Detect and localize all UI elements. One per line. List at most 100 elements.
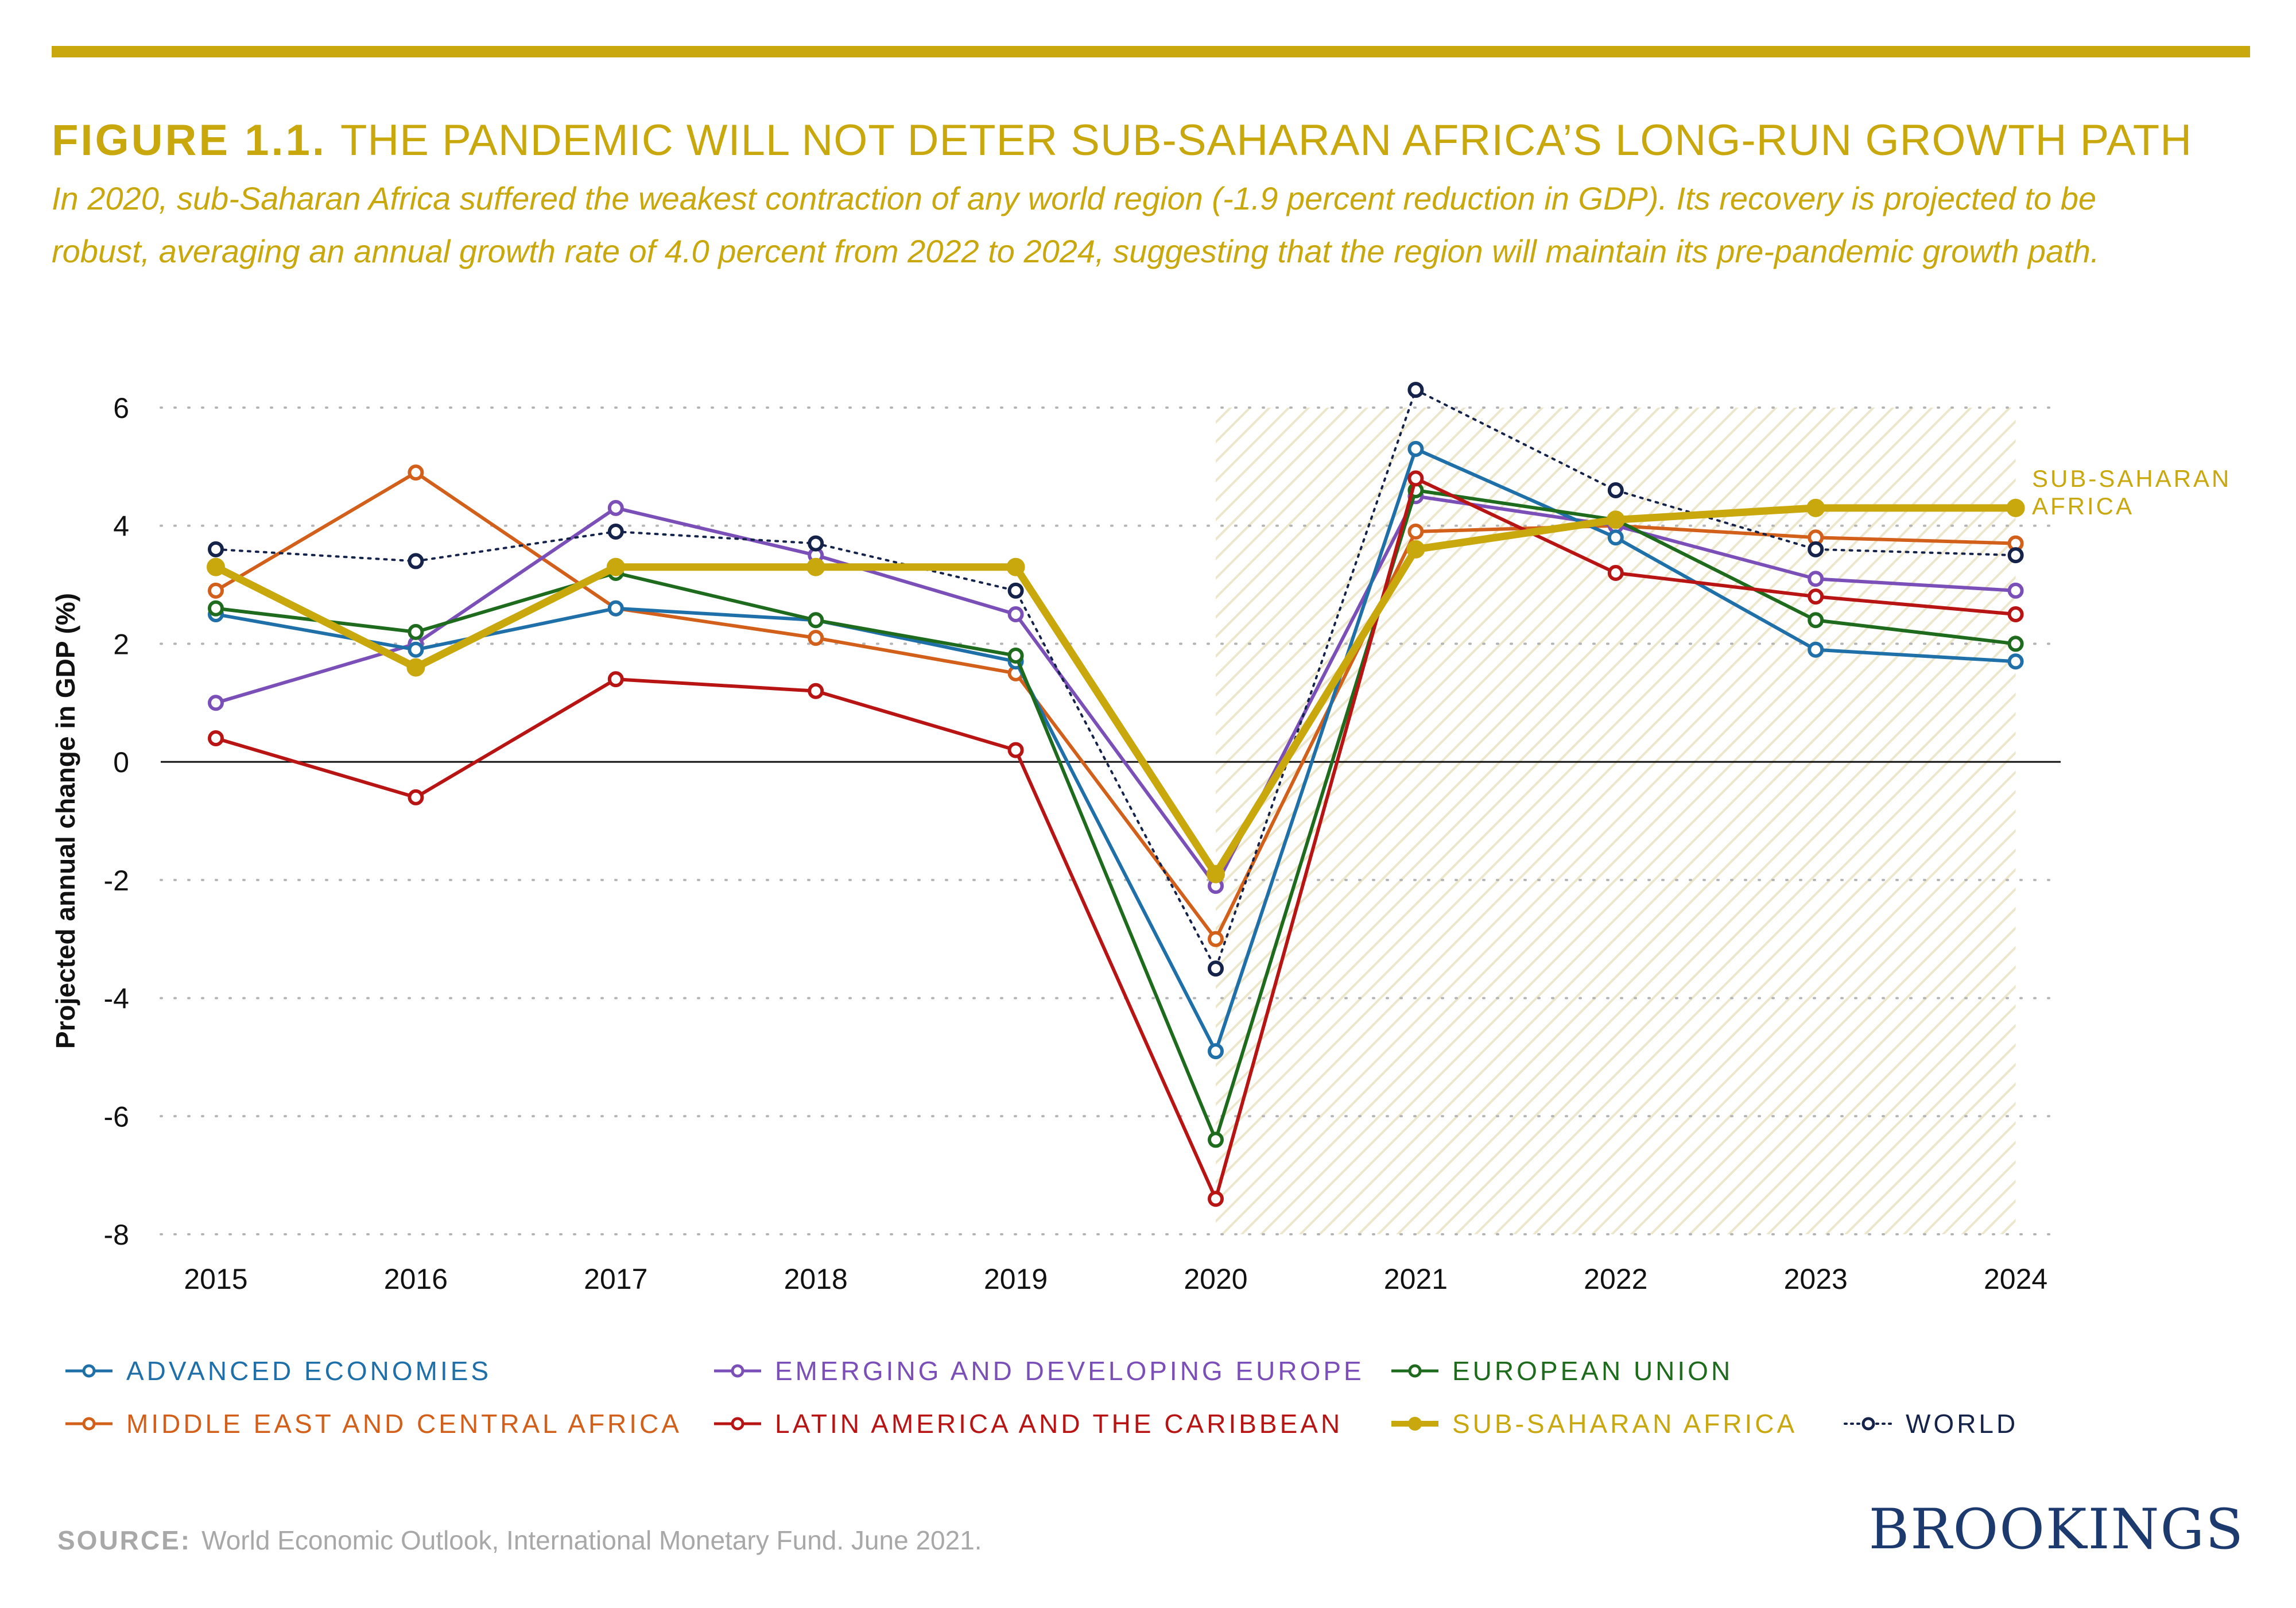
series-sub-saharan-africa: [207, 498, 2025, 884]
data-point: [1007, 742, 1024, 758]
data-point: [1406, 540, 1425, 559]
legend-item-emerging-and-developing-europe: EMERGING AND DEVELOPING EUROPE: [712, 1354, 1364, 1388]
series-line-world: [215, 389, 2017, 970]
data-point: [1407, 441, 1424, 457]
data-point: [408, 464, 424, 481]
data-point: [1208, 1043, 1224, 1060]
legend-label: MIDDLE EAST AND CENTRAL AFRICA: [126, 1409, 682, 1439]
data-point: [1808, 571, 1824, 587]
data-point: [2007, 606, 2024, 622]
legend-label: LATIN AMERICA AND THE CARIBBEAN: [775, 1409, 1343, 1439]
legend-label: EMERGING AND DEVELOPING EUROPE: [775, 1356, 1364, 1386]
data-point: [1607, 565, 1624, 581]
figure-title: FIGURE 1.1. THE PANDEMIC WILL NOT DETER S…: [52, 115, 2233, 166]
data-point: [1208, 1191, 1224, 1207]
y-tick-label: -8: [104, 1219, 129, 1251]
x-tick-label: 2023: [1784, 1263, 1848, 1295]
data-point: [1007, 582, 1024, 599]
x-tick-label: 2019: [984, 1263, 1048, 1295]
series-middle-east-and-central-africa: [208, 464, 2024, 947]
series-annotation-line1: SUB-SAHARAN: [2032, 465, 2231, 492]
series-line-advanced-economies: [215, 447, 2016, 1053]
x-tick-label: 2022: [1584, 1263, 1647, 1295]
data-point: [408, 623, 424, 640]
x-tick-label: 2016: [384, 1263, 448, 1295]
data-point: [406, 658, 425, 677]
data-point: [2007, 653, 2024, 670]
series-advanced-economies: [208, 441, 2024, 1060]
data-point: [808, 535, 824, 552]
legend-swatch: [714, 1417, 761, 1431]
data-point: [808, 630, 824, 646]
data-point: [806, 557, 825, 576]
series-world: [208, 382, 2024, 977]
series-line-european-union: [215, 489, 2016, 1142]
series-annotation-line2: AFRICA: [2032, 493, 2134, 520]
figure-subtitle: In 2020, sub-Saharan Africa suffered the…: [52, 180, 2100, 269]
y-tick-label: -2: [104, 865, 129, 897]
legend-swatch: [714, 1364, 761, 1378]
data-point: [1808, 641, 1824, 658]
data-point: [1007, 648, 1024, 664]
data-point: [1207, 865, 1225, 884]
data-point: [607, 671, 624, 688]
series-latin-america-and-the-caribbean: [208, 470, 2024, 1207]
data-point: [1208, 960, 1224, 977]
data-point: [1606, 510, 1625, 529]
data-point: [607, 499, 624, 516]
data-point: [1808, 541, 1824, 557]
figure-label: FIGURE 1.1.: [52, 116, 327, 165]
legend-item-european-union: EUROPEAN UNION: [1389, 1354, 1733, 1388]
legend-item-advanced-economies: ADVANCED ECONOMIES: [63, 1354, 491, 1388]
data-point: [1607, 529, 1624, 546]
data-point: [208, 600, 224, 617]
data-point: [408, 553, 424, 569]
x-tick-label: 2020: [1184, 1263, 1247, 1295]
data-point: [1806, 498, 1825, 517]
legend-swatch: [1391, 1417, 1438, 1431]
data-point: [1407, 382, 1424, 398]
legend-item-latin-america-and-the-caribbean: LATIN AMERICA AND THE CARIBBEAN: [712, 1406, 1343, 1441]
data-point: [2007, 547, 2024, 564]
y-tick-label: 6: [113, 392, 129, 424]
y-tick-label: -6: [104, 1101, 129, 1133]
y-tick-label: -4: [104, 983, 129, 1015]
series-line-emerging-and-developing-europe: [215, 494, 2016, 888]
y-axis-label: Projected annual change in GDP (%): [51, 593, 80, 1049]
data-point: [1208, 931, 1224, 947]
data-point: [2007, 582, 2024, 599]
legend-label: WORLD: [1906, 1409, 2019, 1439]
figure-title-text: THE PANDEMIC WILL NOT DETER SUB-SAHARAN …: [340, 116, 2193, 165]
data-point: [208, 730, 224, 746]
data-point: [607, 600, 624, 617]
data-point: [1407, 524, 1424, 540]
legend-label: EUROPEAN UNION: [1452, 1356, 1733, 1386]
series-line-sub-saharan-africa: [214, 504, 2016, 878]
data-point: [208, 582, 224, 599]
source-text: World Economic Outlook, International Mo…: [201, 1525, 982, 1555]
data-point: [1407, 470, 1424, 487]
legend-item-sub-saharan-africa: SUB-SAHARAN AFRICA: [1389, 1406, 1797, 1441]
brookings-logo: BROOKINGS: [1868, 1497, 2244, 1561]
top-accent-bar: [52, 46, 2250, 57]
data-point: [606, 557, 625, 576]
legend-swatch: [1391, 1364, 1438, 1378]
x-tick-label: 2024: [1984, 1263, 2047, 1295]
legend-swatch: [65, 1364, 113, 1378]
x-tick-label: 2017: [584, 1263, 647, 1295]
data-point: [1808, 588, 1824, 605]
legend-swatch: [1844, 1417, 1893, 1431]
data-point: [607, 524, 624, 540]
legend-item-middle-east-and-central-africa: MIDDLE EAST AND CENTRAL AFRICA: [63, 1406, 682, 1441]
data-point: [1007, 606, 1024, 622]
data-point: [808, 683, 824, 699]
legend-swatch: [65, 1417, 113, 1431]
legend-item-world: WORLD: [1843, 1406, 2018, 1441]
data-point: [808, 612, 824, 629]
y-tick-label: 4: [113, 510, 129, 543]
series-line-middle-east-and-central-africa: [215, 471, 2016, 941]
data-point: [1006, 557, 1025, 576]
data-point: [208, 695, 224, 711]
data-point: [1607, 482, 1624, 498]
